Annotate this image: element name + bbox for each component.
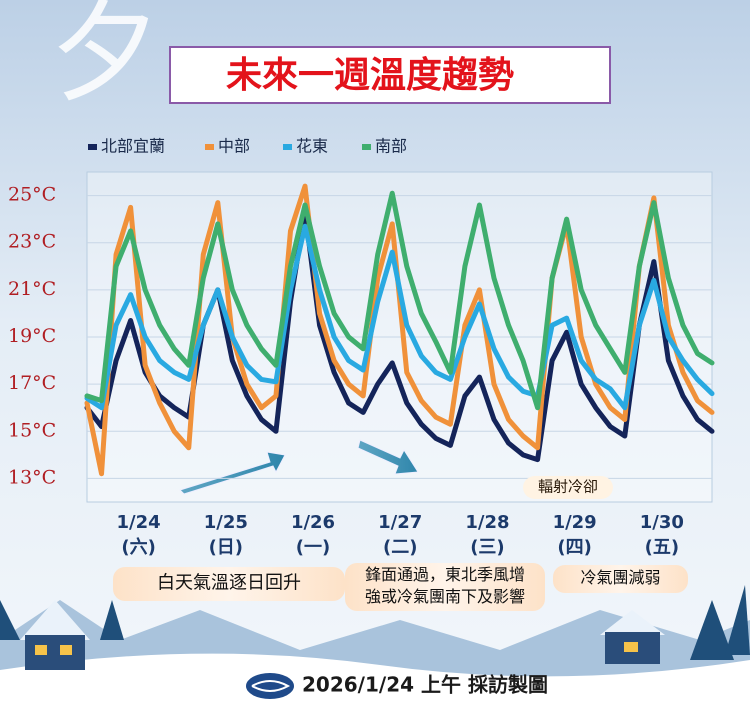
- y-tick-label: 13°C: [8, 466, 56, 488]
- legend-label: 北部宜蘭: [101, 137, 165, 156]
- annotation: 白天氣溫逐日回升: [157, 572, 301, 593]
- annotation-box: [345, 563, 545, 611]
- x-tick-sublabel: (六): [121, 536, 155, 558]
- logo: [246, 673, 294, 699]
- legend-swatch: [88, 144, 97, 150]
- x-tick-label: 1/24: [117, 512, 161, 533]
- x-tick-label: 1/29: [553, 512, 597, 533]
- x-tick-label: 1/30: [640, 512, 684, 533]
- annotation: 強或冷氣團南下及影響: [365, 587, 525, 606]
- x-tick-label: 1/28: [465, 512, 509, 533]
- x-tick-sublabel: (二): [383, 537, 417, 558]
- arrow: [179, 451, 286, 495]
- legend-label: 花東: [296, 137, 328, 156]
- series-line: [84, 223, 715, 411]
- annotation: 輻射冷卻: [538, 478, 598, 496]
- annotation-box: [553, 565, 688, 593]
- house-right: [600, 610, 665, 664]
- legend-swatch: [283, 144, 292, 150]
- house-left: [20, 600, 90, 670]
- y-tick-label: 19°C: [8, 325, 56, 347]
- y-tick-label: 21°C: [8, 278, 56, 300]
- x-tick-sublabel: (四): [557, 537, 591, 558]
- series-line: [84, 190, 715, 411]
- x-tick-sublabel: (一): [296, 537, 330, 558]
- x-tick-label: 1/27: [378, 512, 422, 533]
- legend-swatch: [362, 144, 371, 150]
- y-tick-label: 25°C: [8, 184, 56, 206]
- watermark: 夕: [50, 0, 160, 117]
- y-tick-label: 17°C: [8, 372, 56, 394]
- arrow: [357, 439, 419, 475]
- snow: [0, 653, 750, 717]
- annotation: 冷氣團減弱: [580, 568, 660, 587]
- annotation: 鋒面通過，東北季風增: [365, 565, 525, 584]
- trees: [0, 585, 750, 660]
- x-tick-sublabel: (五): [645, 537, 679, 558]
- y-tick-label: 15°C: [8, 419, 56, 441]
- y-tick-label: 23°C: [8, 231, 56, 253]
- legend-label: 南部: [375, 137, 407, 156]
- caption: 2026/1/24 上午 採訪製圖: [302, 673, 548, 697]
- x-tick-sublabel: (日): [209, 537, 243, 558]
- title-box: [169, 46, 611, 104]
- chart-title: 未來一週溫度趨勢: [226, 55, 514, 96]
- annotation-box: [113, 567, 345, 601]
- x-tick-sublabel: (三): [470, 537, 504, 558]
- x-tick-label: 1/26: [291, 512, 335, 533]
- x-tick-label: 1/25: [204, 512, 248, 533]
- legend-swatch: [205, 144, 214, 150]
- legend-label: 中部: [218, 137, 250, 156]
- annotation-box: [523, 476, 613, 499]
